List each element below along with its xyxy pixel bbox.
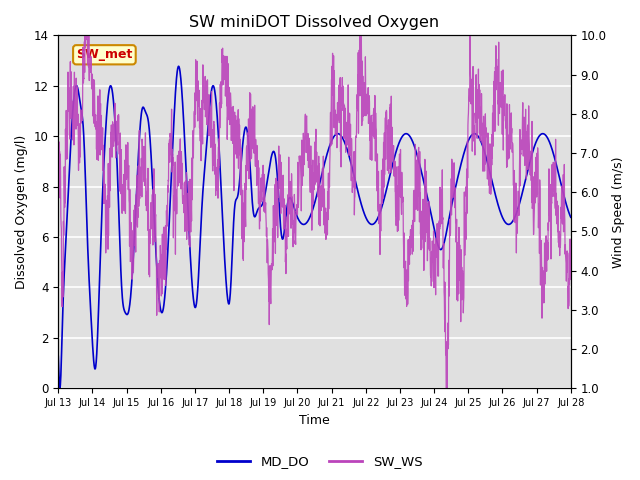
Legend: MD_DO, SW_WS: MD_DO, SW_WS: [212, 450, 428, 473]
Text: SW_met: SW_met: [76, 48, 132, 61]
X-axis label: Time: Time: [299, 414, 330, 427]
Y-axis label: Wind Speed (m/s): Wind Speed (m/s): [612, 156, 625, 267]
Title: SW miniDOT Dissolved Oxygen: SW miniDOT Dissolved Oxygen: [189, 15, 440, 30]
Y-axis label: Dissolved Oxygen (mg/l): Dissolved Oxygen (mg/l): [15, 135, 28, 289]
